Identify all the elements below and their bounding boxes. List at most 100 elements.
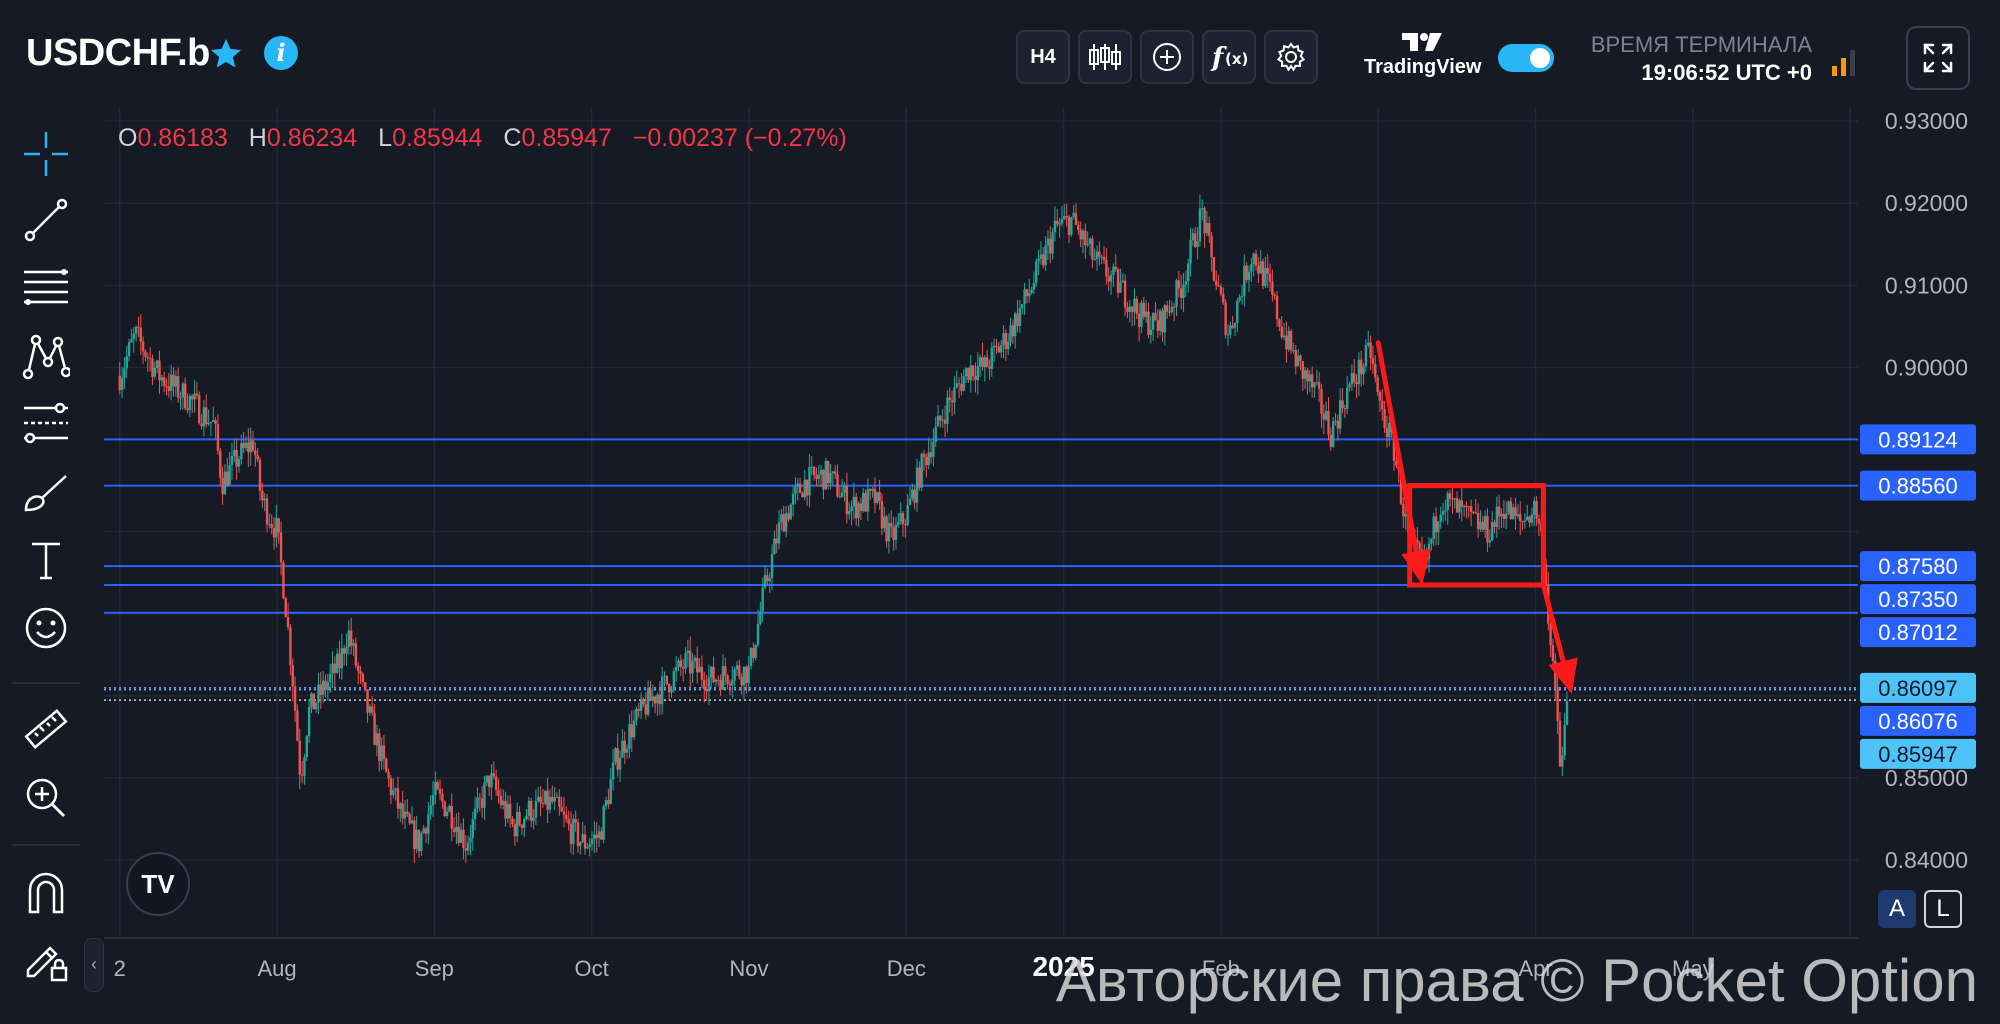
brush-tool[interactable] [18,464,74,520]
add-button[interactable] [1140,30,1194,84]
candle-body [871,488,874,491]
candle-body [1273,294,1276,296]
magnet-tool[interactable] [18,864,74,920]
trend-line-tool[interactable] [18,192,74,248]
candle-body [773,538,776,555]
candle-body [1095,251,1099,259]
candle-body [1292,350,1295,352]
candle-body [408,814,411,824]
candle-body [1140,302,1143,327]
symbol-title[interactable]: USDCHF.b [26,32,210,74]
emoji-tool[interactable] [18,600,74,656]
tradingview-label: TradingView [1364,56,1482,78]
lock-drawing-tool[interactable] [18,932,74,988]
drawing-annotations[interactable] [1375,340,1578,695]
indicators-button[interactable]: f (x) [1202,30,1256,84]
candle-body [132,333,135,340]
candle-body [1280,326,1283,338]
collapse-toolbar-button[interactable]: ‹ [84,938,104,992]
crosshair-tool[interactable] [18,126,74,182]
magnet-icon [28,872,64,914]
price-tag-label: 0.86076 [1878,709,1958,734]
price-tag-label: 0.86097 [1878,676,1958,701]
candle-body [1301,361,1304,379]
timeframe-button[interactable]: H4 [1016,30,1070,84]
price-tick-label: 0.92000 [1885,190,1968,216]
candle-body [183,383,187,409]
candle-body [618,757,622,770]
candle-body [1544,564,1548,586]
candle-body [209,421,213,423]
time-tick-label: Oct [575,956,609,981]
candle-body [1369,342,1372,358]
candle-body [777,522,781,544]
candle-body [859,503,863,512]
candle-body [205,407,208,425]
log-scale-button[interactable]: L [1924,890,1962,928]
fullscreen-button[interactable] [1906,26,1970,90]
star-icon[interactable] [208,36,244,72]
candle-body [364,682,367,690]
candle-body [1177,280,1181,289]
candle-body [1011,325,1015,337]
candle-body [289,627,292,666]
candle-body [263,498,266,501]
zoom-tool[interactable] [18,770,74,826]
candle-body [368,706,372,713]
candle-body [728,683,732,686]
pattern-tool[interactable] [18,328,74,384]
candle-body [186,408,189,411]
candle-body [1338,400,1342,429]
candle-body [221,477,224,495]
candle-body [955,383,958,388]
candle-body [1308,374,1311,382]
fib-tool[interactable] [18,260,74,316]
candle-body [230,455,234,466]
price-tag [1860,551,1976,582]
settings-button[interactable] [1264,30,1318,84]
candle-body [1558,720,1562,767]
candle-body [380,745,383,762]
mode-toggle[interactable] [1498,44,1554,72]
candle-body [413,820,416,850]
candle-body [766,575,769,582]
candle-body [1056,220,1059,225]
tv-badge[interactable]: TV [126,852,190,916]
projection-tool[interactable] [18,396,74,452]
auto-scale-button[interactable]: A [1878,890,1916,928]
candle-body [1355,381,1358,385]
price-axis[interactable]: 0.93000 0.92000 0.91000 0.90000 0.85000 0.840… [1860,108,1976,873]
candle-body [569,824,573,844]
time-axis[interactable]: 2 Aug Sep Oct Nov Dec 2025 Feb Apr May [114,951,1714,982]
candle-body [541,803,545,805]
candle-body [794,487,797,494]
time-tick-label: May [1672,956,1714,981]
candle-body [1086,243,1089,246]
candle-body [698,666,701,673]
candle-body [1236,300,1239,323]
ruler-tool[interactable] [18,702,74,758]
candle-body [1416,539,1419,543]
candle-body [515,812,519,837]
candle-body [1357,359,1361,385]
chart-type-button[interactable] [1078,30,1132,84]
candle-body [1229,325,1232,335]
candle-body [1264,268,1267,286]
time-tick-label: Feb [1202,956,1240,981]
candle-body [1156,320,1160,331]
candle-body [689,650,692,674]
candle-body [1077,224,1080,230]
candle-body [385,758,388,773]
candle-body [1215,280,1218,286]
candle-body [1289,331,1293,351]
info-icon[interactable]: i [264,36,298,70]
candle-body [223,471,227,495]
horizontal-levels[interactable] [104,438,1858,701]
candle-body [1067,216,1071,235]
candle-body [431,795,435,806]
candle-body [950,400,954,403]
candle-body [415,829,418,850]
text-tool[interactable] [18,532,74,588]
candle-body [1360,359,1363,375]
